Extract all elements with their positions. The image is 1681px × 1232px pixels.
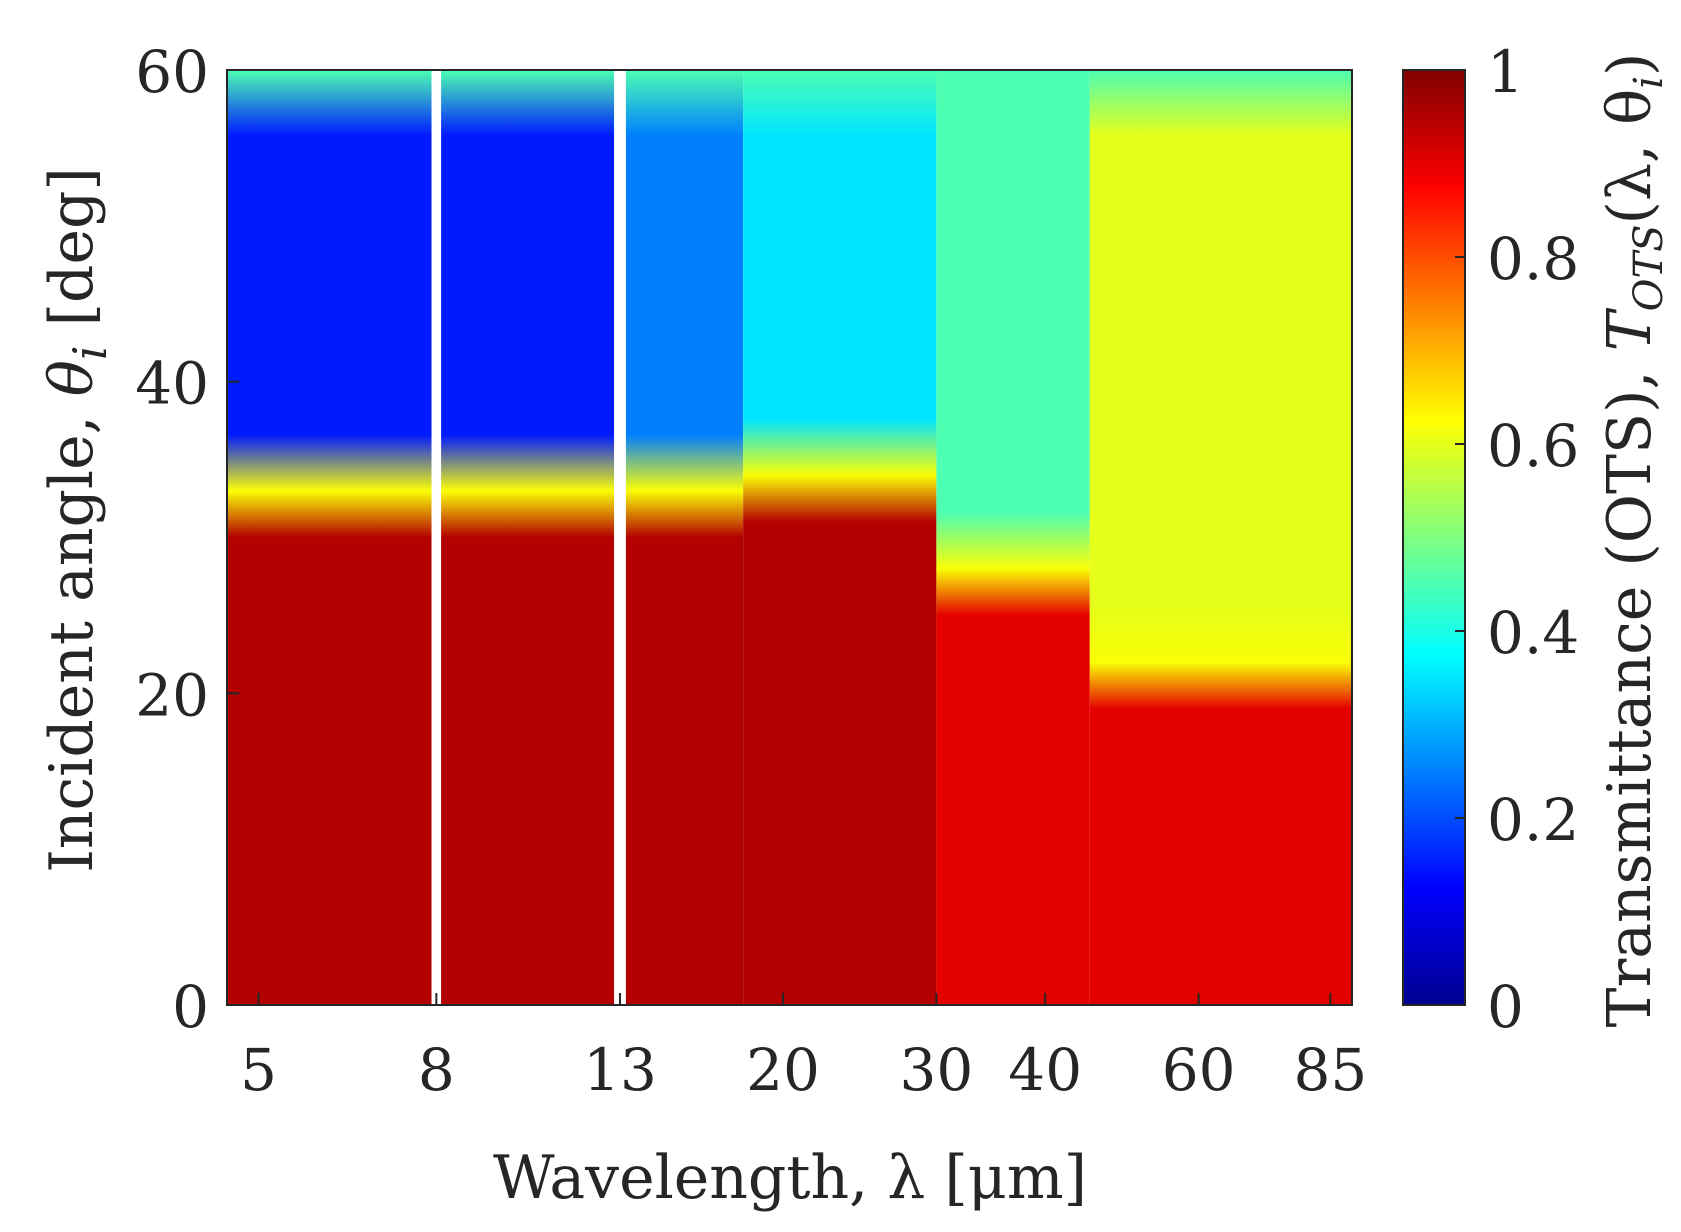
colorbar-tick-label: 0.8 (1487, 225, 1579, 293)
colorbar-tick-label: 0.2 (1487, 786, 1579, 854)
y-tick-label: 0 (172, 973, 209, 1041)
y-axis-label-subscript: i (63, 345, 117, 360)
colorbar-label-subscript: OTS (1626, 224, 1672, 311)
heatmap-region (227, 70, 432, 1005)
x-tick-label: 20 (746, 1036, 820, 1104)
heatmap-region (743, 70, 937, 1005)
y-axis: 0 20 40 60 (135, 38, 239, 1041)
x-tick-label: 13 (583, 1036, 657, 1104)
plot-frame (226, 69, 1353, 1006)
y-tick-label: 20 (135, 661, 209, 729)
x-tick-label: 40 (1008, 1036, 1082, 1104)
colorbar-tick-label: 1 (1487, 38, 1524, 106)
heatmap-region (1089, 70, 1352, 1005)
x-tick-label: 30 (899, 1036, 973, 1104)
heatmap-gap (614, 70, 626, 1005)
colorbar-frame (1402, 69, 1466, 1006)
colorbar-label-symbol: T (1595, 307, 1665, 351)
x-tick-label: 5 (240, 1036, 277, 1104)
x-tick-label: 8 (418, 1036, 455, 1104)
colorbar (1403, 70, 1465, 1005)
y-axis-label: Incident angle, θi [deg] (37, 167, 117, 873)
heatmap-region (625, 70, 744, 1005)
y-axis-label-text: Incident angle, (37, 396, 107, 873)
colorbar-label-args: (λ, θ (1595, 89, 1665, 225)
colorbar-axis: 0 0.2 0.4 0.6 0.8 1 (1455, 38, 1579, 1041)
x-axis-label: Wavelength, λ [μm] (493, 1143, 1087, 1213)
heatmap-region (441, 70, 615, 1005)
colorbar-label-text: Transmittance (OTS), (1595, 351, 1665, 1027)
heatmap-area (227, 70, 1352, 1005)
y-tick-label: 40 (135, 350, 209, 418)
x-axis: 5 8 13 20 30 40 60 85 (240, 993, 1367, 1104)
colorbar-tick-label: 0.6 (1487, 412, 1579, 480)
heatmap-gap (431, 70, 442, 1005)
colorbar-tick-label: 0.4 (1487, 599, 1579, 667)
x-tick-label: 60 (1162, 1036, 1236, 1104)
colorbar-label-args-sub: i (1626, 76, 1672, 89)
y-axis-label-unit: [deg] (37, 167, 107, 345)
colorbar-label: Transmittance (OTS), TOTS(λ, θi) (1595, 53, 1672, 1028)
x-tick-label: 85 (1293, 1036, 1367, 1104)
colorbar-label-close: ) (1595, 53, 1665, 76)
y-tick-label: 60 (135, 38, 209, 106)
heatmap-region (936, 70, 1090, 1005)
y-axis-label-symbol: θ (37, 360, 107, 396)
colorbar-tick-label: 0 (1487, 973, 1524, 1041)
